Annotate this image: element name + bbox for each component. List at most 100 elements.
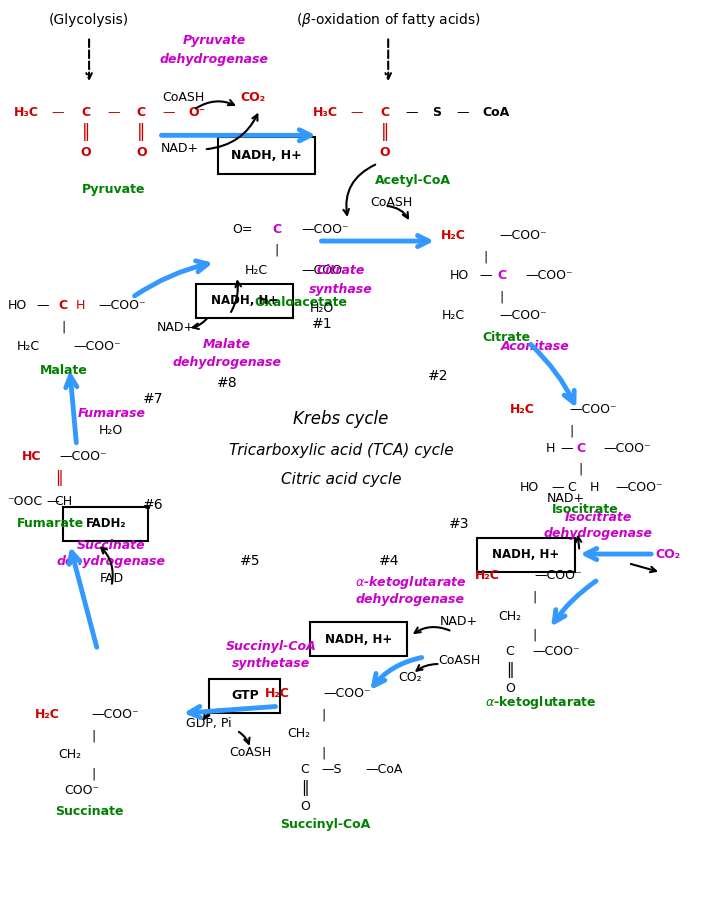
Text: C: C: [380, 105, 389, 119]
Text: C: C: [58, 300, 68, 313]
Text: Succinyl-CoA: Succinyl-CoA: [280, 818, 371, 831]
Text: ‖: ‖: [301, 780, 308, 796]
Text: CoASH: CoASH: [370, 195, 413, 208]
Text: Isocitrate: Isocitrate: [565, 511, 632, 524]
Text: —COO⁻: —COO⁻: [73, 339, 120, 352]
Text: Citrate: Citrate: [317, 265, 365, 278]
Text: —S: —S: [322, 762, 342, 775]
Text: ‖: ‖: [506, 662, 514, 679]
Text: —COO⁻: —COO⁻: [532, 644, 580, 657]
Text: CoASH: CoASH: [438, 654, 480, 667]
Text: synthase: synthase: [309, 283, 373, 296]
Text: Aconitase: Aconitase: [501, 339, 570, 352]
Text: dehydrogenase: dehydrogenase: [160, 53, 269, 65]
Text: Tricarboxylic acid (TCA) cycle: Tricarboxylic acid (TCA) cycle: [229, 443, 453, 458]
Text: Succinyl-CoA: Succinyl-CoA: [226, 640, 317, 653]
Text: NADH, H+: NADH, H+: [210, 294, 278, 307]
Text: —COO⁻: —COO⁻: [534, 570, 582, 583]
Text: Malate: Malate: [39, 364, 87, 377]
Text: ⁻OOC: ⁻OOC: [7, 495, 42, 508]
Text: |: |: [532, 629, 536, 642]
Text: —: —: [163, 105, 175, 119]
Text: dehydrogenase: dehydrogenase: [543, 527, 653, 540]
Text: |: |: [275, 243, 279, 256]
Text: H₂C: H₂C: [35, 708, 60, 721]
Text: dehydrogenase: dehydrogenase: [356, 594, 465, 607]
Text: —: —: [560, 442, 573, 455]
Text: NADH, H+: NADH, H+: [492, 549, 560, 561]
Text: —: —: [51, 105, 64, 119]
Text: —COO⁻: —COO⁻: [59, 450, 107, 463]
Text: CH₂: CH₂: [288, 727, 310, 740]
Text: —COO⁻: —COO⁻: [301, 265, 349, 278]
Text: NAD+: NAD+: [440, 615, 478, 628]
Text: —CoA: —CoA: [365, 762, 403, 775]
Text: dehydrogenase: dehydrogenase: [172, 356, 282, 369]
Text: —COO⁻: —COO⁻: [92, 708, 139, 721]
Text: Pyruvate: Pyruvate: [82, 183, 145, 196]
Text: —COO⁻: —COO⁻: [324, 687, 371, 700]
Text: ‖: ‖: [381, 123, 389, 141]
Text: #2: #2: [428, 369, 448, 383]
Text: ‖: ‖: [82, 123, 89, 141]
Text: |: |: [322, 746, 326, 760]
Text: NAD+: NAD+: [161, 142, 199, 155]
FancyBboxPatch shape: [209, 679, 280, 713]
Text: GTP: GTP: [231, 690, 259, 703]
Text: O=: O=: [232, 223, 252, 236]
Text: —COO⁻: —COO⁻: [604, 442, 651, 455]
Text: H₂C: H₂C: [244, 265, 268, 278]
Text: H₂O: H₂O: [99, 424, 123, 437]
Text: H₂C: H₂C: [510, 403, 535, 416]
Text: CH₂: CH₂: [58, 749, 81, 762]
Text: H: H: [546, 442, 555, 455]
Text: CO₂: CO₂: [398, 671, 422, 684]
Text: FAD: FAD: [99, 573, 123, 585]
Text: NAD+: NAD+: [157, 321, 195, 334]
Text: —COO⁻: —COO⁻: [500, 229, 547, 242]
Text: CH₂: CH₂: [498, 609, 522, 622]
FancyBboxPatch shape: [477, 538, 575, 572]
Text: #3: #3: [449, 517, 470, 531]
Text: —COO⁻: —COO⁻: [525, 269, 573, 282]
Text: C: C: [567, 480, 575, 493]
Text: Succinate: Succinate: [55, 805, 123, 818]
Text: #7: #7: [143, 392, 163, 407]
Text: COO⁻: COO⁻: [65, 784, 100, 797]
Text: H₂O: H₂O: [310, 301, 334, 314]
Text: CoASH: CoASH: [230, 746, 272, 759]
Text: synthetase: synthetase: [232, 656, 310, 670]
Text: —: —: [46, 495, 58, 508]
Text: $\alpha$-ketoglutarate: $\alpha$-ketoglutarate: [485, 693, 597, 711]
Text: |: |: [322, 708, 326, 721]
Text: Fumarate: Fumarate: [17, 517, 84, 530]
Text: —: —: [107, 105, 120, 119]
Text: HO: HO: [8, 300, 27, 313]
Text: HO: HO: [520, 480, 539, 493]
Text: C: C: [301, 762, 309, 775]
Text: C: C: [505, 644, 515, 657]
Text: CH: CH: [54, 495, 73, 508]
Text: O: O: [80, 147, 91, 160]
Text: O: O: [136, 147, 146, 160]
Text: #8: #8: [217, 376, 237, 390]
Text: H₂C: H₂C: [17, 339, 40, 352]
Text: —: —: [351, 105, 363, 119]
Text: C: C: [497, 269, 506, 282]
Text: O: O: [379, 147, 390, 160]
Text: —: —: [551, 480, 563, 493]
Text: Citrate: Citrate: [482, 331, 531, 344]
Text: ($\beta$-oxidation of fatty acids): ($\beta$-oxidation of fatty acids): [296, 11, 481, 30]
Text: —COO⁻: —COO⁻: [569, 403, 617, 416]
Text: S: S: [432, 105, 441, 119]
Text: —COO⁻: —COO⁻: [301, 223, 349, 236]
Text: HC: HC: [22, 450, 41, 463]
Text: #4: #4: [379, 554, 400, 568]
Text: Krebs cycle: Krebs cycle: [293, 410, 389, 429]
Text: C: C: [137, 105, 146, 119]
Text: CoA: CoA: [482, 105, 510, 119]
Text: —: —: [456, 105, 469, 119]
Text: —COO⁻: —COO⁻: [616, 480, 663, 493]
Text: C: C: [81, 105, 90, 119]
Text: Malate: Malate: [203, 338, 251, 351]
